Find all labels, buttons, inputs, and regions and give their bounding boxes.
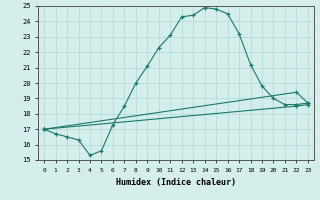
X-axis label: Humidex (Indice chaleur): Humidex (Indice chaleur) [116, 178, 236, 187]
